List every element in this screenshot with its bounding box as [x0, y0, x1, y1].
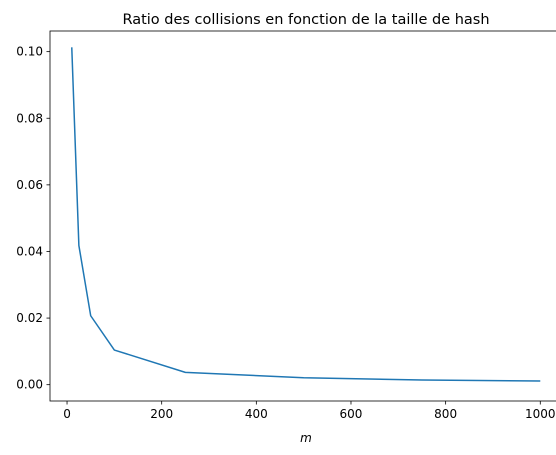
y-tick-label: 0.08	[16, 111, 43, 125]
x-tick-label: 400	[245, 407, 268, 421]
x-tick-label: 0	[63, 407, 71, 421]
x-axis-label: m	[300, 431, 312, 445]
x-axis: 0 200 400 600 800 1000	[63, 401, 556, 421]
axes-frame	[49, 30, 556, 402]
y-tick-label: 0.06	[16, 178, 43, 192]
y-tick-label: 0.10	[16, 45, 43, 59]
y-tick-label: 0.02	[16, 311, 43, 325]
chart-title: Ratio des collisions en fonction de la t…	[122, 12, 489, 28]
y-tick-label: 0.04	[16, 244, 43, 258]
x-tick-label: 800	[434, 407, 457, 421]
x-tick-label: 600	[340, 407, 363, 421]
y-tick-label: 0.00	[16, 378, 43, 392]
y-axis: 0.00 0.02 0.04 0.06 0.08 0.10	[16, 45, 50, 392]
x-tick-label: 200	[150, 407, 173, 421]
plot-area	[71, 47, 541, 382]
series-line-0	[71, 47, 541, 382]
x-tick-label: 1000	[525, 407, 556, 421]
